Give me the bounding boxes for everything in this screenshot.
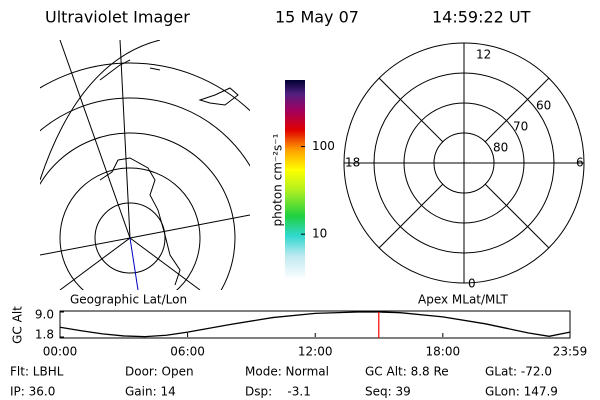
colorbar-tick-label: 10 xyxy=(312,227,327,241)
x-tick-label: 18:00 xyxy=(426,345,461,359)
x-tick-label: 23:59 xyxy=(553,345,588,359)
x-tick-label: 06:00 xyxy=(170,345,205,359)
info-field: GLon: 147.9 xyxy=(485,385,558,399)
polar-title: Apex MLat/MLT xyxy=(418,293,508,307)
info-field: Mode: Normal xyxy=(245,365,329,379)
colorbar-label: photon cm⁻²s⁻¹ xyxy=(271,133,285,226)
mlt-label: 6 xyxy=(576,156,584,170)
info-field: Flt: LBHL xyxy=(10,365,64,379)
mlt-label: 0 xyxy=(468,277,476,291)
map-title: Geographic Lat/Lon xyxy=(70,293,187,307)
y-tick-label: 9.0 xyxy=(35,308,54,322)
info-field: Seq: 39 xyxy=(365,385,411,399)
mlat-label: 60 xyxy=(536,99,551,113)
info-field: Gain: 14 xyxy=(125,385,176,399)
colorbar xyxy=(285,80,305,280)
info-field: GLat: -72.0 xyxy=(485,365,552,379)
y-axis-label: GC Alt xyxy=(11,306,25,344)
mlat-label: 80 xyxy=(493,141,508,155)
mlt-label: 12 xyxy=(476,48,491,62)
alt-line xyxy=(59,311,571,338)
time: 14:59:22 UT xyxy=(432,8,531,27)
polar-grid xyxy=(343,42,585,284)
mlat-label: 70 xyxy=(513,120,528,134)
y-tick-label: 1.8 xyxy=(35,328,54,342)
x-tick-label: 00:00 xyxy=(43,345,78,359)
alt-plot-frame xyxy=(59,310,571,339)
info-field: GC Alt: 8.8 Re xyxy=(365,365,449,379)
colorbar-tick-label: 100 xyxy=(312,139,335,153)
info-field: IP: 36.0 xyxy=(10,385,55,399)
info-field: Dsp: -3.1 xyxy=(245,385,311,399)
geo-map xyxy=(40,40,250,290)
x-tick-label: 12:00 xyxy=(298,345,333,359)
instrument: Ultraviolet Imager xyxy=(45,8,190,27)
date: 15 May 07 xyxy=(275,8,359,27)
mlt-label: 18 xyxy=(345,156,360,170)
info-field: Door: Open xyxy=(125,365,194,379)
